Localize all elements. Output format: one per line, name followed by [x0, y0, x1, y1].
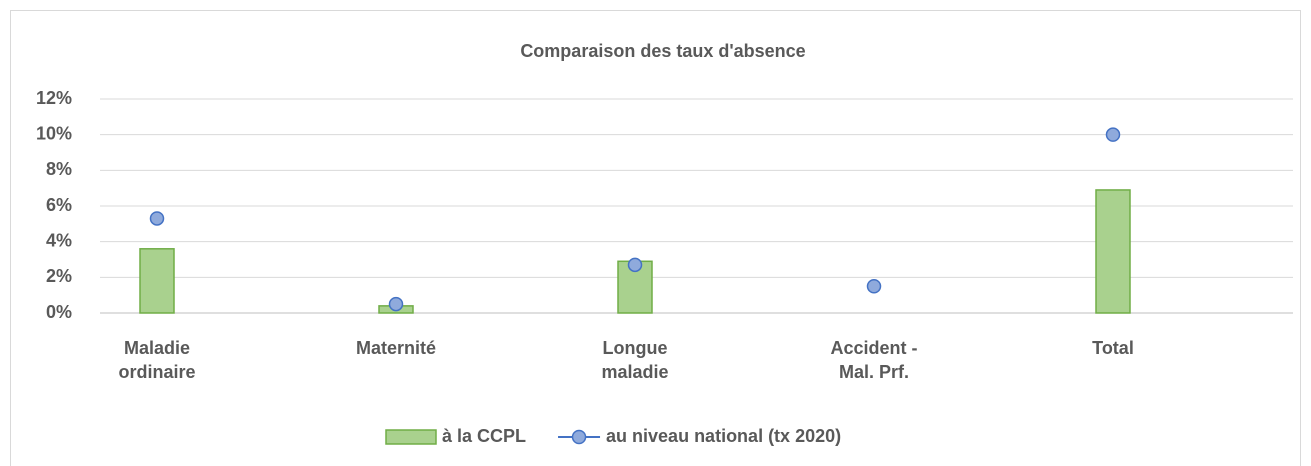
chart-title: Comparaison des taux d'absence [520, 41, 805, 61]
y-tick-label: 0% [46, 302, 72, 322]
marker [866, 279, 882, 294]
legend-marker [571, 429, 587, 445]
legend-swatch [385, 429, 437, 445]
marker [388, 296, 404, 312]
bar [1095, 189, 1131, 314]
x-tick-label: Longue maladie [601, 338, 669, 382]
marker [1105, 127, 1121, 142]
y-tick-label: 6% [46, 195, 72, 215]
y-tick-label: 12% [36, 88, 72, 108]
x-tick-label: Accident - Mal. Prf. [830, 338, 918, 382]
bar [139, 248, 175, 314]
y-tick-label: 8% [46, 159, 72, 179]
x-tick-label: Maternité [355, 338, 436, 358]
marker [149, 211, 165, 226]
marker [627, 257, 643, 273]
x-tick-label: Total [1092, 338, 1134, 358]
legend-label: à la CCPL [442, 426, 526, 446]
y-tick-label: 2% [46, 266, 72, 286]
chart-border [10, 10, 1301, 466]
x-tick-label: Maladie ordinaire [118, 338, 196, 382]
y-tick-label: 4% [46, 230, 72, 250]
y-tick-label: 10% [36, 123, 72, 143]
legend-label: au niveau national (tx 2020) [606, 426, 841, 446]
